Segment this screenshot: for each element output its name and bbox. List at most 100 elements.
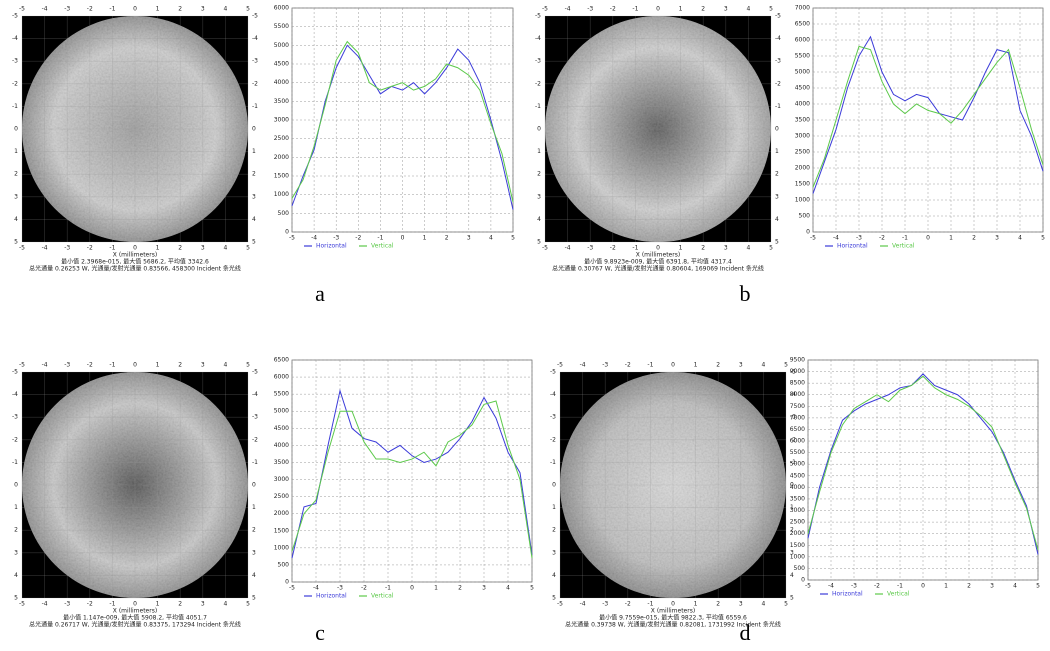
x-tick-label: 5 <box>784 601 788 608</box>
x-tick-label: -2 <box>87 245 93 252</box>
y-tick-label: 4 <box>790 572 794 579</box>
y-tick-label: 500 <box>794 565 806 572</box>
x-tick-label: -2 <box>610 6 616 13</box>
x-tick-label: 1 <box>944 583 948 590</box>
noise <box>22 16 248 242</box>
x-axis-label: X (millimeters) <box>113 252 157 259</box>
x-tick-label: 3 <box>724 245 728 252</box>
x-tick-label: -3 <box>856 235 862 242</box>
y-tick-label: -4 <box>790 391 796 398</box>
x-tick-label: -4 <box>313 585 319 592</box>
y-tick-label: 0 <box>801 577 805 584</box>
panel-caption: b <box>740 281 751 306</box>
y-tick-label: 0 <box>806 229 810 236</box>
x-tick-label: 1 <box>694 362 698 369</box>
x-tick-label: 3 <box>201 245 205 252</box>
noise <box>545 16 771 242</box>
y-tick-label: 9500 <box>790 357 805 364</box>
x-tick-label: -4 <box>42 601 48 608</box>
x-tick-label: -1 <box>647 362 653 369</box>
x-tick-label: 5 <box>769 245 773 252</box>
x-tick-label: -4 <box>42 6 48 13</box>
y-tick-label: 2 <box>775 171 779 178</box>
panel-caption: c <box>315 620 325 645</box>
y-tick-label: -2 <box>775 80 781 87</box>
x-tick-label: 1 <box>156 6 160 13</box>
y-tick-label: 2 <box>537 171 541 178</box>
y-tick-label: -2 <box>12 436 18 443</box>
y-tick-label: 1 <box>775 148 779 155</box>
y-tick-label: 7500 <box>790 403 805 410</box>
y-tick-label: 3500 <box>795 117 810 124</box>
y-tick-label: 4 <box>252 572 256 579</box>
legend-label: Vertical <box>892 243 915 250</box>
y-tick-label: 0 <box>285 579 289 586</box>
x-tick-label: 0 <box>133 601 137 608</box>
x-tick-label: 0 <box>133 362 137 369</box>
y-tick-label: -3 <box>550 414 556 421</box>
series-line <box>291 40 514 203</box>
y-tick-label: 4 <box>775 216 779 223</box>
y-tick-label: 3 <box>790 549 794 556</box>
y-tick-label: -5 <box>12 369 18 376</box>
y-tick-label: 6000 <box>274 374 289 381</box>
x-tick-label: -3 <box>851 583 857 590</box>
x-tick-label: -1 <box>109 245 115 252</box>
x-tick-label: 3 <box>724 6 728 13</box>
x-tick-label: -2 <box>610 245 616 252</box>
x-tick-label: 5 <box>246 245 250 252</box>
x-tick-label: -3 <box>602 362 608 369</box>
x-tick-label: -5 <box>805 583 811 590</box>
x-tick-label: 1 <box>156 601 160 608</box>
y-tick-label: 4000 <box>274 442 289 449</box>
x-tick-label: 5 <box>769 6 773 13</box>
y-tick-label: 6500 <box>795 21 810 28</box>
x-tick-label: -5 <box>289 235 295 242</box>
x-tick-label: 0 <box>410 585 414 592</box>
x-tick-label: -5 <box>19 245 25 252</box>
x-tick-label: -3 <box>587 245 593 252</box>
x-tick-label: 1 <box>434 585 438 592</box>
stats-line: 总光通量 0.26253 W, 光通量/发射光通量 0.83566, 45830… <box>29 265 241 273</box>
legend-label: Horizontal <box>316 593 347 600</box>
y-tick-label: -4 <box>535 35 541 42</box>
x-tick-label: 2 <box>178 6 182 13</box>
x-tick-label: 4 <box>761 362 765 369</box>
y-tick-label: 3 <box>775 193 779 200</box>
y-tick-label: 5 <box>14 239 18 246</box>
x-tick-label: 4 <box>746 245 750 252</box>
y-tick-label: -3 <box>790 414 796 421</box>
y-tick-label: 1 <box>14 148 18 155</box>
x-tick-label: 1 <box>949 235 953 242</box>
x-tick-label: 4 <box>223 362 227 369</box>
x-tick-label: 2 <box>458 585 462 592</box>
x-tick-label: -2 <box>361 585 367 592</box>
x-tick-label: -4 <box>828 583 834 590</box>
y-tick-label: -3 <box>775 58 781 65</box>
y-tick-label: -5 <box>775 13 781 20</box>
stats-line: 最小值 9.8923e-009, 最大值 6391.8, 平均值 4317.4 <box>584 258 732 266</box>
x-tick-label: -4 <box>311 235 317 242</box>
x-tick-label: 4 <box>1018 235 1022 242</box>
y-tick-label: 5000 <box>790 461 805 468</box>
y-tick-label: 5000 <box>795 69 810 76</box>
x-tick-label: 2 <box>716 362 720 369</box>
y-tick-label: 3 <box>14 549 18 556</box>
legend-label: Vertical <box>887 591 910 598</box>
y-tick-label: 5 <box>14 595 18 602</box>
x-tick-label: 3 <box>739 601 743 608</box>
x-tick-label: 4 <box>223 6 227 13</box>
y-tick-label: -4 <box>12 35 18 42</box>
y-tick-label: 3000 <box>790 507 805 514</box>
x-tick-label: 0 <box>671 362 675 369</box>
x-tick-label: 2 <box>178 601 182 608</box>
y-tick-label: -4 <box>252 35 258 42</box>
x-tick-label: -2 <box>879 235 885 242</box>
y-tick-label: -5 <box>252 369 258 376</box>
y-tick-label: 2000 <box>790 530 805 537</box>
y-tick-label: 5500 <box>790 449 805 456</box>
x-tick-label: -5 <box>542 6 548 13</box>
x-tick-label: -5 <box>289 585 295 592</box>
y-tick-label: 2500 <box>274 135 289 142</box>
